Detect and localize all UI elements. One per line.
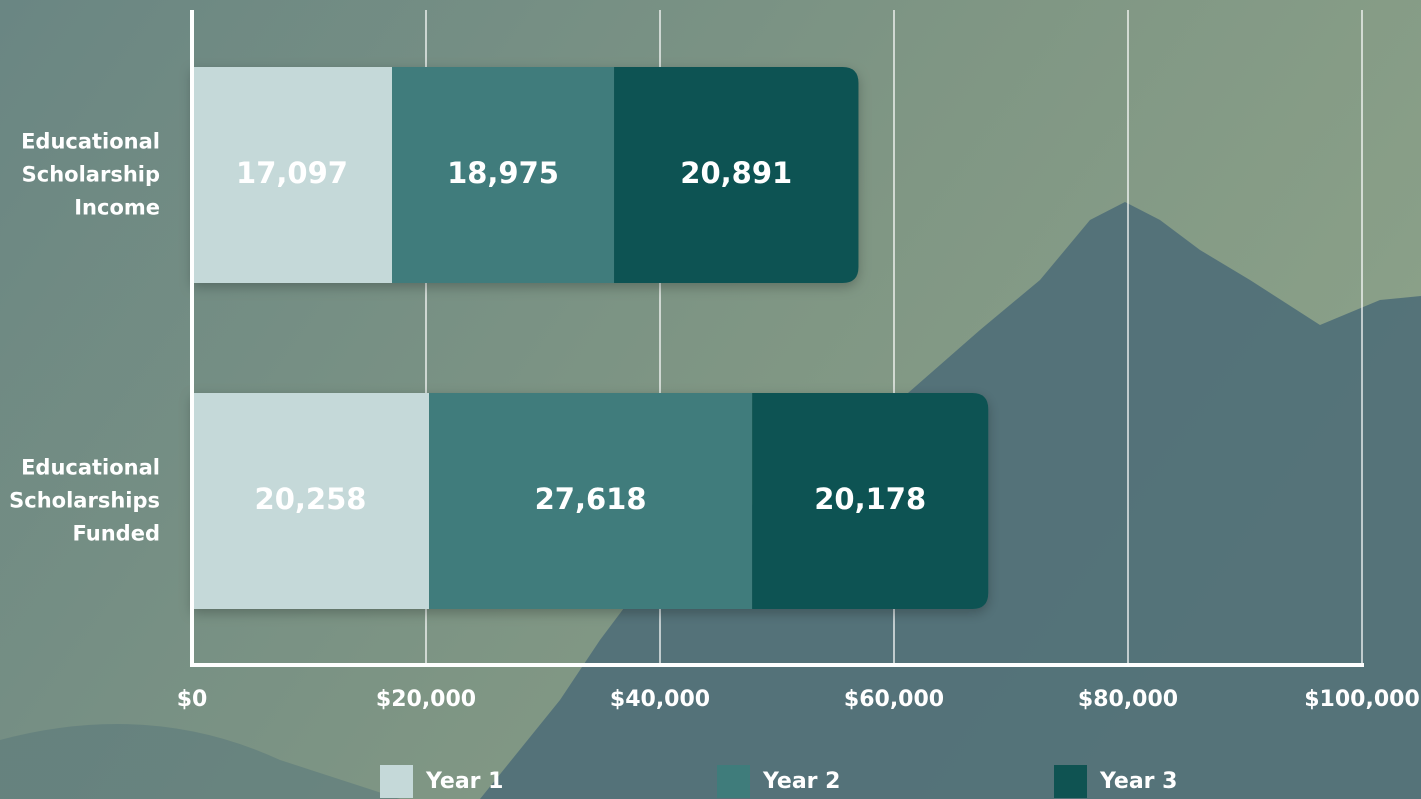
category-label: Educational Scholarships Funded: [0, 452, 160, 551]
legend-swatch: [380, 765, 413, 798]
x-tick-label: $20,000: [376, 687, 476, 712]
legend-label: Year 2: [762, 769, 841, 794]
legend-label: Year 3: [1099, 769, 1178, 794]
x-tick-label: $0: [177, 687, 208, 712]
legend-label: Year 1: [425, 769, 504, 794]
x-tick-label: $80,000: [1078, 687, 1178, 712]
x-tick-label: $100,000: [1304, 687, 1420, 712]
value-label: 27,618: [535, 482, 647, 516]
value-label: 18,975: [447, 156, 559, 190]
legend-swatch: [1054, 765, 1087, 798]
value-label: 17,097: [236, 156, 348, 190]
chart: $0 $20,000 $40,000 $60,000 $80,000 $100,000 17…: [0, 0, 1421, 799]
value-label: 20,258: [255, 482, 367, 516]
page: $0 $20,000 $40,000 $60,000 $80,000 $100,000 17…: [0, 0, 1421, 799]
category-label: Educational Scholarship Income: [0, 126, 160, 225]
legend-swatch: [717, 765, 750, 798]
value-label: 20,178: [814, 482, 926, 516]
x-tick-label: $60,000: [844, 687, 944, 712]
x-tick-label: $40,000: [610, 687, 710, 712]
value-label: 20,891: [680, 156, 792, 190]
